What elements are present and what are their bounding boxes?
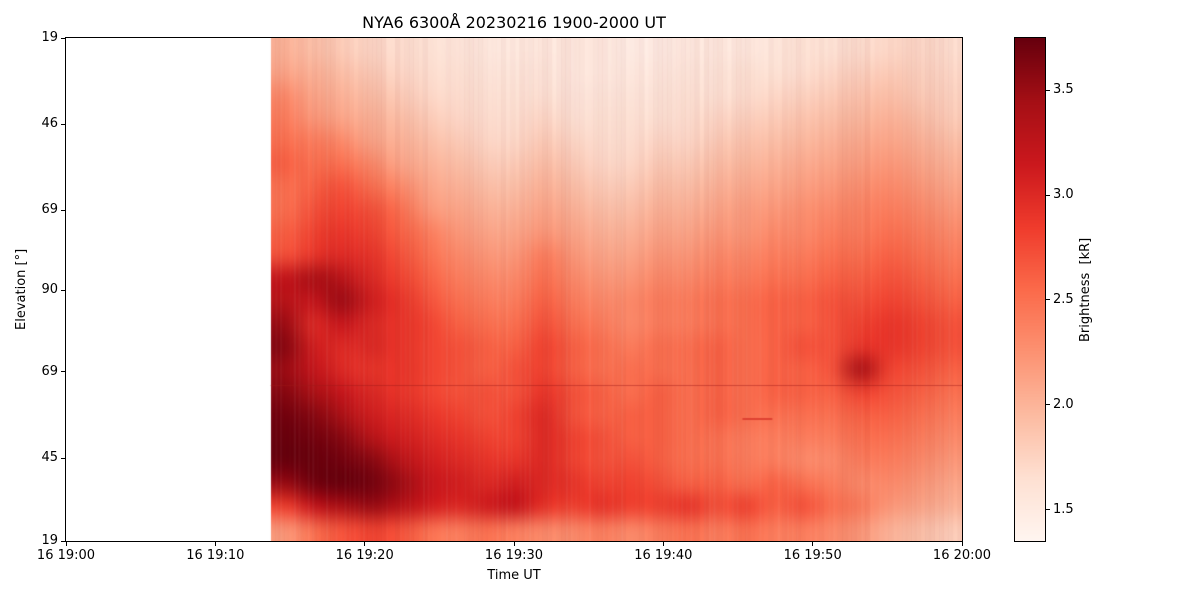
colorbar-canvas: [1015, 38, 1045, 541]
y-tick-mark: [61, 209, 65, 211]
plot-area: [65, 37, 963, 542]
x-tick-mark: [961, 542, 963, 546]
y-tick-mark: [61, 540, 65, 542]
y-tick-label: 69: [41, 202, 58, 218]
x-tick-label: 16 19:40: [634, 548, 693, 563]
colorbar-tick-mark: [1046, 509, 1050, 511]
colorbar: [1014, 37, 1046, 542]
colorbar-tick-label: 3.0: [1053, 187, 1074, 203]
y-tick-label: 69: [41, 363, 58, 379]
y-tick-mark: [61, 371, 65, 373]
plot-title: NYA6 6300Å 20230216 1900-2000 UT: [362, 13, 666, 32]
x-tick-mark: [214, 542, 216, 546]
y-tick-label: 45: [41, 450, 58, 465]
y-tick-label: 19: [41, 30, 58, 45]
x-tick-mark: [812, 542, 814, 546]
colorbar-tick-mark: [1046, 404, 1050, 406]
y-tick-mark: [61, 289, 65, 291]
colorbar-tick-label: 2.5: [1053, 291, 1074, 307]
y-tick-mark: [61, 457, 65, 459]
colorbar-tick-label: 1.5: [1053, 501, 1074, 517]
colorbar-tick-label: 2.0: [1053, 396, 1074, 412]
x-tick-label: 16 20:00: [932, 548, 992, 563]
y-tick-mark: [61, 37, 65, 39]
x-axis-label: Time UT: [487, 568, 541, 583]
colorbar-tick-label: 3.5: [1053, 82, 1074, 98]
x-tick-label: 16 19:50: [783, 548, 842, 563]
colorbar-label: Brightness [kR]: [1078, 237, 1093, 342]
x-tick-mark: [513, 542, 515, 546]
colorbar-tick-mark: [1046, 89, 1050, 91]
colorbar-tick-mark: [1046, 299, 1050, 301]
colorbar-tick-mark: [1046, 194, 1050, 196]
x-tick-mark: [364, 542, 366, 546]
y-tick-label: 19: [41, 533, 58, 548]
x-tick-label: 16 19:10: [186, 548, 245, 563]
x-tick-label: 16 19:30: [484, 548, 544, 563]
y-tick-label: 90: [41, 282, 58, 297]
x-tick-mark: [65, 542, 67, 546]
heatmap-canvas: [66, 38, 962, 541]
x-tick-label: 16 19:00: [36, 548, 96, 563]
x-tick-mark: [662, 542, 664, 546]
x-tick-label: 16 19:20: [335, 548, 394, 563]
y-tick-label: 46: [41, 116, 58, 131]
y-tick-mark: [61, 123, 65, 125]
